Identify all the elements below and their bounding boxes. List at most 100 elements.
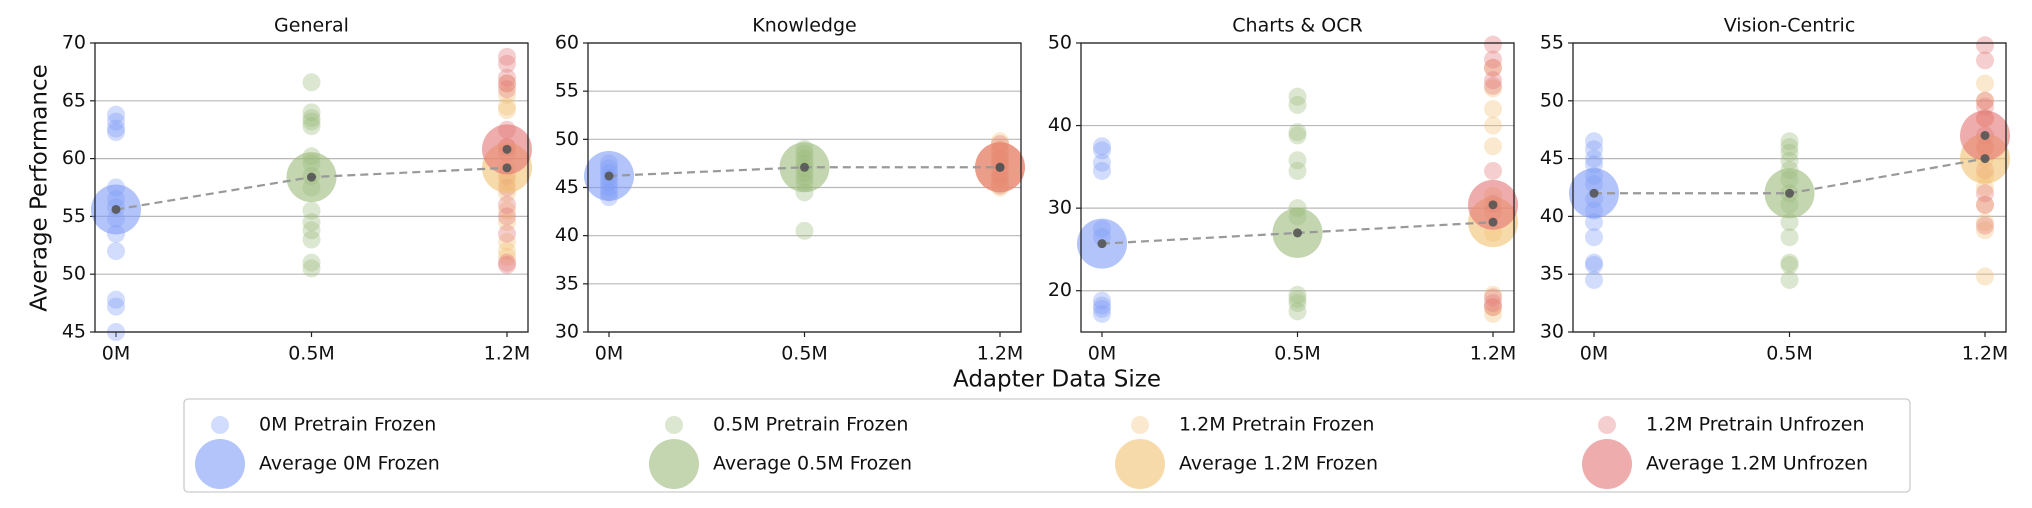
y-tick-label: 50: [555, 128, 579, 150]
y-tick-label: 45: [62, 321, 86, 343]
data-point: [498, 207, 516, 226]
data-point: [1484, 100, 1502, 119]
data-point: [1484, 58, 1502, 77]
y-tick-label: 50: [1540, 89, 1564, 111]
data-point: [1585, 255, 1603, 274]
data-point: [1484, 288, 1502, 307]
data-point: [1484, 285, 1502, 304]
data-point: [107, 123, 125, 142]
data-point: [1976, 91, 1994, 110]
legend-marker: [665, 416, 683, 434]
y-tick-label: 40: [555, 224, 579, 246]
data-point: [107, 105, 125, 124]
y-tick-label: 30: [555, 321, 579, 343]
y-tick-label: 30: [1048, 197, 1072, 219]
average-marker: [1980, 154, 1990, 164]
data-point: [795, 221, 814, 240]
average-marker: [995, 162, 1005, 172]
x-tick-label: 0.5M: [1766, 343, 1813, 365]
data-point: [1288, 151, 1307, 170]
average-marker: [1097, 239, 1107, 249]
data-point: [498, 74, 516, 93]
data-point: [1093, 299, 1111, 318]
y-tick-label: 55: [62, 205, 86, 227]
data-point: [1288, 123, 1307, 142]
data-point: [1288, 126, 1307, 145]
data-point: [302, 221, 321, 240]
data-point: [1585, 140, 1603, 159]
y-tick-label: 20: [1048, 279, 1072, 301]
data-point: [498, 101, 516, 120]
data-point: [498, 201, 516, 220]
data-point: [1585, 270, 1603, 289]
data-point: [1288, 161, 1307, 180]
data-point: [1288, 285, 1307, 304]
y-tick-label: 35: [555, 272, 579, 294]
data-point: [1976, 216, 1994, 235]
x-tick-label: 0M: [1580, 343, 1608, 365]
y-tick-label: 40: [1048, 114, 1072, 136]
legend-label: Average 1.2M Unfrozen: [1646, 453, 1868, 475]
panel-title: Vision-Centric: [1724, 15, 1856, 37]
data-point: [1484, 71, 1502, 90]
data-point: [498, 247, 516, 266]
average-marker: [1589, 188, 1599, 198]
data-point: [498, 213, 516, 232]
plot-frame: [587, 42, 1022, 333]
data-point: [1976, 51, 1994, 70]
x-tick-label: 0M: [595, 343, 623, 365]
x-tick-label: 0.5M: [1274, 343, 1321, 365]
data-point: [302, 259, 321, 278]
data-point: [1484, 58, 1502, 77]
average-marker: [111, 204, 121, 214]
data-point: [1780, 151, 1799, 170]
data-point: [302, 230, 321, 249]
data-point: [498, 224, 516, 243]
data-point: [1484, 76, 1502, 95]
data-point: [498, 242, 516, 261]
legend-marker: [1598, 416, 1616, 434]
data-point: [1976, 195, 1994, 214]
legend-label: 0M Pretrain Frozen: [259, 414, 436, 436]
plot-frame: [1572, 42, 2007, 333]
data-point: [302, 112, 321, 131]
plot-frame: [94, 42, 529, 333]
data-point: [1585, 149, 1603, 168]
data-point: [498, 86, 516, 105]
y-tick-label: 35: [1540, 263, 1564, 285]
data-point: [1484, 294, 1502, 313]
data-point: [1093, 137, 1111, 156]
data-point: [1976, 74, 1994, 93]
legend-marker: [1582, 439, 1632, 489]
data-point: [1780, 255, 1799, 274]
x-tick-label: 1.2M: [977, 343, 1024, 365]
data-point: [1093, 153, 1111, 172]
data-point: [1484, 304, 1502, 323]
data-point: [498, 195, 516, 214]
legend-label: 1.2M Pretrain Unfrozen: [1646, 414, 1864, 436]
data-point: [498, 97, 516, 116]
panel-title: Knowledge: [752, 15, 856, 37]
data-point: [1288, 87, 1307, 106]
data-point: [1585, 253, 1603, 272]
data-point: [107, 242, 125, 261]
y-tick-label: 55: [555, 80, 579, 102]
x-tick-label: 1.2M: [1962, 343, 2009, 365]
data-point: [1780, 138, 1799, 157]
data-point: [498, 255, 516, 274]
data-point: [1976, 184, 1994, 203]
legend-marker: [211, 416, 229, 434]
data-point: [1288, 302, 1307, 321]
data-point: [302, 103, 321, 122]
y-tick-label: 65: [62, 89, 86, 111]
data-point: [1484, 298, 1502, 317]
data-point: [498, 253, 516, 272]
average-marker: [604, 171, 614, 181]
legend-label: Average 0.5M Frozen: [713, 453, 912, 475]
data-point: [1484, 35, 1502, 54]
data-point: [302, 253, 321, 272]
x-tick-label: 0.5M: [781, 343, 828, 365]
y-tick-label: 60: [555, 32, 579, 54]
data-point: [1484, 116, 1502, 135]
data-point: [1093, 291, 1111, 310]
